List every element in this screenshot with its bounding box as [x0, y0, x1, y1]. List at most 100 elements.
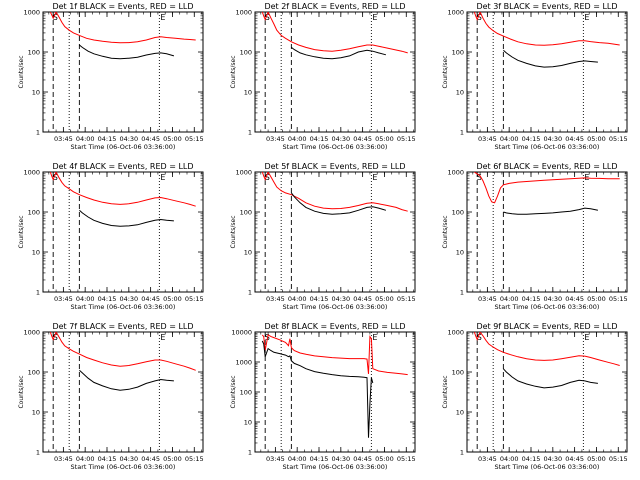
x-axis-label: Start Time (06-Oct-06 03:36:00) [71, 303, 176, 311]
x-tick-label: 04:30 [331, 295, 350, 303]
x-tick-label: 04:00 [500, 455, 519, 463]
x-tick-label: 05:15 [397, 295, 416, 303]
y-axis-label: Counts/sec [18, 375, 25, 408]
series-line-events [503, 368, 598, 389]
x-tick-label: 03:45 [478, 295, 497, 303]
x-tick-label: 03:45 [266, 295, 285, 303]
x-tick-label: 04:00 [76, 295, 95, 303]
y-tick-label: 1000 [447, 9, 464, 17]
series-line-events [290, 192, 387, 215]
event-marker-e: E [584, 333, 589, 342]
y-axis-label: Counts/sec [442, 215, 449, 248]
x-axis-label: Start Time (06-Oct-06 03:36:00) [71, 143, 176, 151]
series-line-lld [49, 332, 196, 371]
y-axis-label: Counts/sec [442, 55, 449, 88]
x-tick-label: 05:00 [163, 455, 182, 463]
plot-frame [254, 11, 416, 133]
series-line-events [79, 44, 175, 60]
x-tick-label: 04:15 [98, 455, 117, 463]
x-tick-label: 04:30 [119, 135, 138, 143]
x-tick-label: 05:00 [375, 295, 394, 303]
y-tick-label: 100 [240, 209, 252, 217]
x-tick-label: 04:00 [288, 135, 307, 143]
event-marker-s: S [477, 333, 482, 342]
x-axis-label: Start Time (06-Oct-06 03:36:00) [71, 463, 176, 471]
plot-frame [42, 171, 204, 293]
panel-det-9: Det 9f BLACK = Events, RED = LLD 1 10 100 10… [442, 322, 628, 471]
x-tick-label: 04:15 [310, 135, 329, 143]
x-tick-label: 05:15 [397, 135, 416, 143]
event-marker-s: S [265, 173, 270, 182]
x-tick-label: 04:30 [543, 455, 562, 463]
y-tick-label: 1000 [447, 169, 464, 177]
x-tick-label: 05:00 [375, 455, 394, 463]
x-tick-label: 04:30 [543, 135, 562, 143]
y-tick-label: 10 [244, 249, 252, 257]
y-tick-label: 10 [32, 89, 40, 97]
panel-det-3: Det 3f BLACK = Events, RED = LLD 1 10 100 10… [442, 2, 628, 151]
x-tick-label: 04:45 [141, 455, 160, 463]
y-tick-label: 1 [460, 449, 464, 457]
x-tick-label: 04:30 [331, 135, 350, 143]
x-tick-label: 04:45 [565, 135, 584, 143]
plot-frame [42, 331, 204, 453]
panel-title: Det 1f BLACK = Events, RED = LLD [52, 2, 193, 11]
x-tick-label: 04:15 [522, 295, 541, 303]
x-tick-label: 05:15 [185, 135, 204, 143]
panel-title: Det 9f BLACK = Events, RED = LLD [476, 322, 617, 331]
plot-frame [254, 171, 416, 293]
x-tick-label: 04:15 [98, 295, 117, 303]
series-line-lld [261, 172, 408, 212]
y-tick-label: 1 [460, 129, 464, 137]
x-tick-label: 04:15 [522, 135, 541, 143]
x-tick-label: 04:45 [141, 135, 160, 143]
event-marker-e: E [584, 173, 589, 182]
y-tick-label: 1 [460, 289, 464, 297]
x-tick-label: 03:45 [54, 295, 73, 303]
x-tick-label: 04:15 [98, 135, 117, 143]
x-tick-label: 03:45 [478, 455, 497, 463]
series-line-events [79, 369, 174, 391]
series-line-lld [473, 12, 620, 46]
x-tick-label: 04:15 [310, 295, 329, 303]
x-tick-label: 05:00 [587, 295, 606, 303]
panel-det-1: Det 1f BLACK = Events, RED = LLD 1 10 100 10… [18, 2, 204, 151]
x-tick-label: 04:00 [500, 135, 519, 143]
x-tick-label: 04:45 [565, 295, 584, 303]
x-tick-label: 05:15 [185, 295, 204, 303]
y-tick-label: 1 [36, 449, 40, 457]
plot-frame [254, 331, 416, 453]
y-tick-label: 100 [28, 49, 40, 57]
y-tick-label: 100 [28, 369, 40, 377]
y-tick-label: 1000 [235, 9, 252, 17]
series-line-events [79, 209, 174, 227]
x-tick-label: 04:45 [141, 295, 160, 303]
y-tick-label: 1000 [447, 329, 464, 337]
x-tick-label: 05:15 [185, 455, 204, 463]
y-axis-label: Counts/sec [18, 55, 25, 88]
y-tick-label: 1000 [23, 329, 40, 337]
panel-title: Det 3f BLACK = Events, RED = LLD [476, 2, 617, 11]
y-tick-label: 10 [456, 89, 464, 97]
x-tick-label: 04:15 [522, 455, 541, 463]
event-marker-e: E [160, 13, 165, 22]
panel-det-2: Det 2f BLACK = Events, RED = LLD 1 10 100 10… [230, 2, 416, 151]
y-tick-label: 1 [248, 449, 252, 457]
y-tick-label: 1000 [235, 359, 252, 367]
x-tick-label: 03:45 [478, 135, 497, 143]
event-marker-s: S [53, 13, 58, 22]
plot-frame [466, 11, 628, 133]
x-tick-label: 04:45 [565, 455, 584, 463]
y-tick-label: 1 [36, 289, 40, 297]
y-tick-label: 1 [36, 129, 40, 137]
y-tick-label: 10 [32, 409, 40, 417]
series-line-lld [261, 12, 408, 54]
panel-title: Det 4f BLACK = Events, RED = LLD [52, 162, 193, 171]
y-tick-label: 10000 [231, 329, 252, 337]
x-tick-label: 05:15 [397, 455, 416, 463]
x-tick-label: 04:45 [353, 455, 372, 463]
x-axis-label: Start Time (06-Oct-06 03:36:00) [283, 463, 388, 471]
x-tick-label: 05:15 [609, 455, 628, 463]
x-tick-label: 05:15 [609, 135, 628, 143]
